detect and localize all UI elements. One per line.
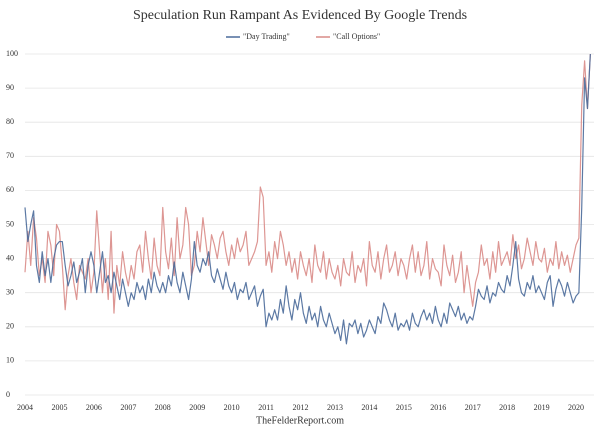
y-tick-label: 70 bbox=[6, 151, 14, 160]
x-tick-label: 2006 bbox=[86, 403, 102, 412]
y-tick-label: 60 bbox=[6, 185, 14, 194]
legend-label: "Day Trading" bbox=[243, 32, 290, 41]
x-tick-label: 2015 bbox=[396, 403, 412, 412]
x-tick-label: 2009 bbox=[189, 403, 205, 412]
x-tick-label: 2014 bbox=[361, 403, 377, 412]
chart-title: Speculation Run Rampant As Evidenced By … bbox=[133, 8, 467, 23]
line bbox=[24, 53, 591, 314]
x-tick-label: 2018 bbox=[499, 403, 515, 412]
x-tick-label: 2019 bbox=[534, 403, 550, 412]
y-tick-label: 10 bbox=[6, 356, 14, 365]
x-tick-label: 2016 bbox=[430, 403, 446, 412]
y-tick-label: 90 bbox=[6, 83, 14, 92]
x-tick-label: 2010 bbox=[224, 403, 240, 412]
x-tick-label: 2012 bbox=[293, 403, 309, 412]
y-tick-label: 50 bbox=[6, 219, 14, 228]
x-tick-label: 2007 bbox=[120, 403, 136, 412]
x-tick-label: 2011 bbox=[258, 403, 274, 412]
y-tick-label: 100 bbox=[6, 49, 18, 58]
footer: TheFelderReport.com bbox=[256, 415, 344, 426]
x-tick-label: 2020 bbox=[568, 403, 584, 412]
line bbox=[24, 53, 591, 345]
x-tick-label: 2008 bbox=[155, 403, 171, 412]
y-tick-label: 20 bbox=[6, 322, 14, 331]
y-tick-label: 0 bbox=[6, 390, 10, 399]
x-tick-label: 2005 bbox=[51, 403, 67, 412]
y-tick-label: 30 bbox=[6, 288, 14, 297]
x-tick-label: 2017 bbox=[465, 403, 481, 412]
legend-label: "Call Options" bbox=[333, 32, 380, 41]
x-tick-label: 2013 bbox=[327, 403, 343, 412]
x-tick-label: 2004 bbox=[17, 403, 33, 412]
y-tick-label: 80 bbox=[6, 117, 14, 126]
y-tick-label: 40 bbox=[6, 253, 14, 262]
